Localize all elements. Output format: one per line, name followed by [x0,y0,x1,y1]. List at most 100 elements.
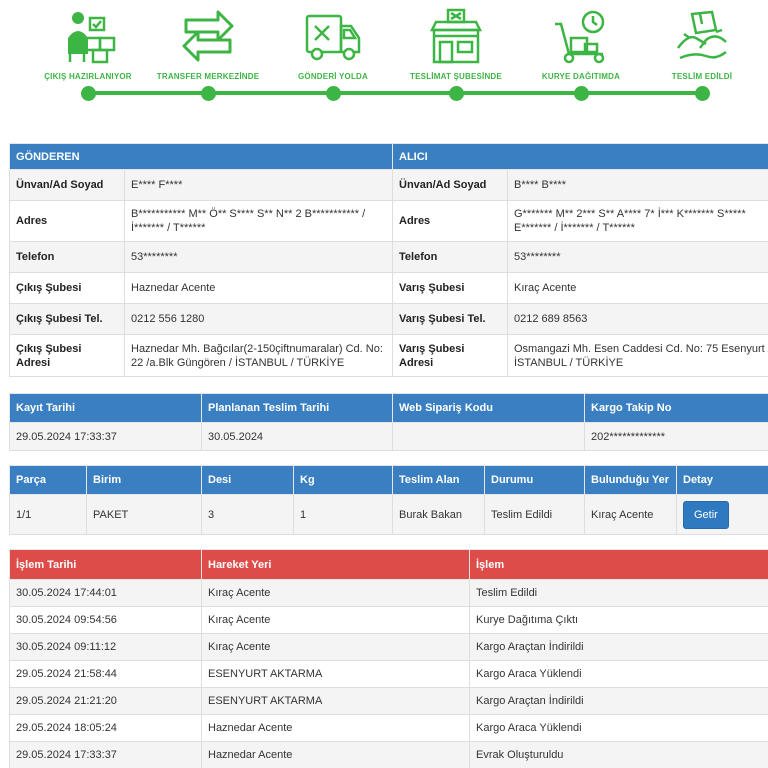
step-teslimat-subesinde: TESLİMAT ŞUBESİNDE [394,8,518,81]
tracking-no: 202************* [584,422,768,451]
bulundugu-yer-header: Bulunduğu Yer [584,465,677,495]
history-action: Kargo Araca Yüklendi [469,660,768,688]
history-action: Evrak Oluşturuldu [469,741,768,768]
birim-header: Birim [86,465,202,495]
birim-value: PAKET [86,494,202,535]
step-label: KURYE DAĞITIMDA [541,72,621,81]
history-action: Teslim Edildi [469,579,768,607]
step-label: GÖNDERİ YOLDA [297,72,368,81]
bulundugu-yer-value: Kıraç Acente [584,494,677,535]
table-row: 30.05.2024 09:54:56 Kıraç Acente Kurye D… [9,606,768,634]
receiver-name: B**** B**** [506,169,768,201]
history-action: Kargo Araçtan İndirildi [469,687,768,715]
history-action: Kargo Araca Yüklendi [469,714,768,742]
desi-value: 3 [201,494,294,535]
parca-header: Parça [9,465,87,495]
movement-history-table: İşlem Tarihi Hareket Yeri İşlem 30.05.20… [9,549,768,768]
table-row: 29.05.2024 17:33:37 Haznedar Acente Evra… [9,741,768,768]
durumu-value: Teslim Edildi [484,494,585,535]
step-label: ÇIKIŞ HAZIRLANIYOR [44,72,132,81]
origin-branch: Haznedar Acente [124,272,393,304]
history-place: Kıraç Acente [201,606,470,634]
receiver-phone: 53******** [506,241,768,273]
islem-header: İşlem [469,549,768,580]
history-place: Haznedar Acente [201,741,470,768]
teslim-alan-header: Teslim Alan [392,465,485,495]
sender-address-label: Adres [9,200,125,242]
receiver-header: ALICI [391,143,768,170]
history-date: 30.05.2024 17:44:01 [9,579,202,607]
sender-name-label: Ünvan/Ad Soyad [9,169,125,201]
sender-name: E**** F**** [124,169,393,201]
parcel-table: Parça Birim Desi Kg Teslim Alan Durumu B… [9,465,768,535]
getir-button[interactable]: Getir [683,500,729,529]
history-action: Kurye Dağıtıma Çıktı [469,606,768,634]
detay-cell: Getir [676,494,768,535]
history-date: 29.05.2024 17:33:37 [9,741,202,768]
web-order-code-header: Web Sipariş Kodu [392,393,585,423]
tracking-no-header: Kargo Takip No [584,393,768,423]
history-date: 29.05.2024 21:58:44 [9,660,202,688]
destination-branch: Kıraç Acente [506,272,768,304]
kg-value: 1 [293,494,393,535]
delivered-package-icon [676,10,727,60]
step-kurye-dagitimda: KURYE DAĞITIMDA [519,8,643,81]
history-date: 29.05.2024 18:05:24 [9,714,202,742]
step-label: TESLİM EDİLDİ [671,72,733,81]
destination-branch-phone-label: Varış Şubesi Tel. [392,303,508,335]
sender-phone-label: Telefon [9,241,125,273]
origin-branch-address-label: Çıkış Şubesi Adresi [9,334,125,377]
delivery-truck-icon [305,14,361,61]
destination-branch-address: Osmangazi Mh. Esen Caddesi Cd. No: 75 Es… [506,334,768,377]
planned-delivery-header: Planlanan Teslim Tarihi [201,393,393,423]
history-place: Kıraç Acente [201,633,470,661]
table-row: 30.05.2024 17:44:01 Kıraç Acente Teslim … [9,579,768,607]
registration-date: 29.05.2024 17:33:37 [9,422,202,451]
history-place: ESENYURT AKTARMA [201,687,470,715]
parca-value: 1/1 [9,494,87,535]
receiver-address: G******* M** 2*** S** A**** 7* İ*** K***… [506,200,768,242]
kg-header: Kg [293,465,393,495]
hand-truck-clock-icon [555,10,605,64]
origin-branch-phone-label: Çıkış Şubesi Tel. [9,303,125,335]
branch-store-icon [429,8,483,64]
tracking-progress: ÇIKIŞ HAZIRLANIYOR TRANSFER MERKEZİNDE G… [0,0,768,110]
progress-dot [326,86,341,101]
history-date: 30.05.2024 09:11:12 [9,633,202,661]
sender-address: B*********** M** Ö** S**** S** N** 2 B**… [124,200,393,242]
step-label: TRANSFER MERKEZİNDE [156,72,260,81]
detay-header: Detay [676,465,768,495]
sender-header: GÖNDEREN [9,143,393,170]
receiver-address-label: Adres [392,200,508,242]
step-label: TESLİMAT ŞUBESİNDE [410,72,502,81]
sender-phone: 53******** [124,241,393,273]
desi-header: Desi [201,465,294,495]
step-gonderi-yolda: GÖNDERİ YOLDA [271,8,395,81]
registration-date-header: Kayıt Tarihi [9,393,202,423]
receiver-phone-label: Telefon [392,241,508,273]
step-transfer-merkezinde: TRANSFER MERKEZİNDE [146,8,270,81]
transfer-arrows-icon [182,10,234,62]
destination-branch-label: Varış Şubesi [392,272,508,304]
durumu-header: Durumu [484,465,585,495]
progress-dot [574,86,589,101]
sender-receiver-table: GÖNDEREN ALICI Ünvan/Ad Soyad E**** F***… [9,143,768,377]
step-teslim-edildi: TESLİM EDİLDİ [640,8,764,81]
table-row: 1/1 PAKET 3 1 Burak Bakan Teslim Edildi … [9,494,768,535]
history-place: ESENYURT AKTARMA [201,660,470,688]
shipment-info-table: Kayıt Tarihi Planlanan Teslim Tarihi Web… [9,393,768,451]
courier-boxes-icon [68,12,116,64]
step-cikis-hazirlaniyor: ÇIKIŞ HAZIRLANIYOR [26,8,150,81]
history-place: Kıraç Acente [201,579,470,607]
teslim-alan-value: Burak Bakan [392,494,485,535]
history-place: Haznedar Acente [201,714,470,742]
table-row: 30.05.2024 09:11:12 Kıraç Acente Kargo A… [9,633,768,661]
origin-branch-phone: 0212 556 1280 [124,303,393,335]
progress-track [88,91,704,95]
table-row: 29.05.2024 21:58:44 ESENYURT AKTARMA Kar… [9,660,768,688]
hareket-yeri-header: Hareket Yeri [201,549,470,580]
history-date: 29.05.2024 21:21:20 [9,687,202,715]
history-action: Kargo Araçtan İndirildi [469,633,768,661]
web-order-code [392,422,585,451]
progress-dot [695,86,710,101]
